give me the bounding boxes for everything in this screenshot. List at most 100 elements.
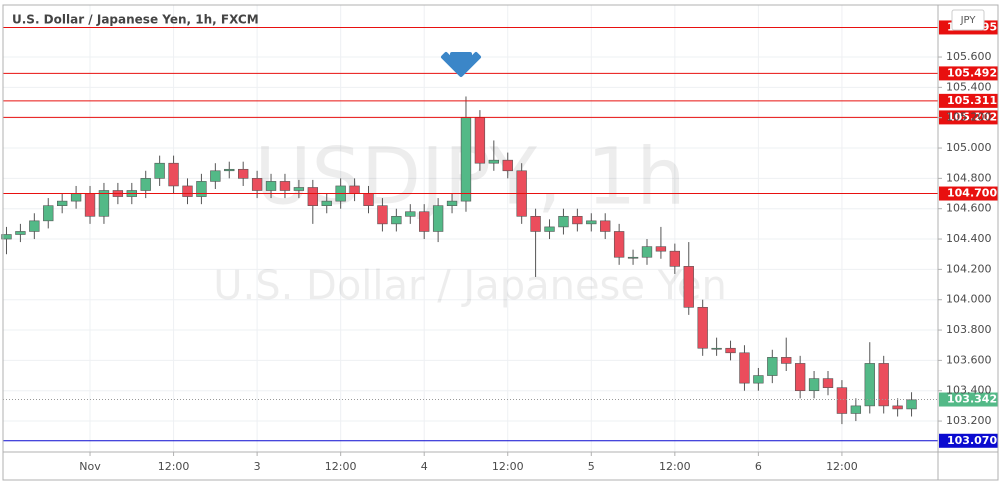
candle-body [502, 159, 513, 172]
candle-body [154, 162, 165, 179]
x-tick-label: 12:00 [492, 460, 524, 473]
level-label-box [939, 110, 998, 125]
y-tick-label: 104.200 [946, 262, 992, 275]
level-label-box [939, 93, 998, 108]
candle-body [321, 200, 332, 206]
y-tick-label: 104.000 [946, 293, 992, 306]
x-tick-label: 3 [254, 460, 261, 473]
level-label: 105.311 [947, 94, 997, 107]
candle-body [251, 178, 263, 191]
y-tick-label: 103.200 [946, 414, 992, 427]
x-tick-label: 6 [755, 460, 762, 473]
candle-body [808, 378, 820, 392]
candle-body [767, 357, 778, 376]
candle-body [168, 162, 179, 187]
candle-body [753, 375, 764, 384]
y-tick-label: 104.800 [946, 171, 992, 184]
candle-body [781, 357, 792, 364]
candle-body [377, 205, 388, 225]
level-label: 105.202 [947, 110, 997, 123]
last-price-label: 103.342 [947, 393, 997, 406]
candle-body [794, 363, 806, 392]
x-tick-label: 4 [421, 460, 428, 473]
chart-title: U.S. Dollar / Japanese Yen, 1h, FXCM [12, 13, 259, 27]
candle-body [669, 250, 681, 267]
candle-body [140, 178, 151, 191]
candle-body [460, 117, 472, 202]
candle-body [530, 215, 541, 232]
candle-body [725, 347, 736, 354]
candle-body [739, 352, 750, 384]
candle-body [906, 399, 917, 410]
candle-body [878, 363, 889, 407]
candle-body [43, 205, 54, 222]
level-label: 103.070 [947, 434, 997, 447]
candle-body [405, 211, 416, 217]
x-tick-label: 12:00 [158, 460, 190, 473]
candle-body [70, 193, 82, 202]
candle-body [544, 226, 555, 232]
candle-body [293, 187, 305, 191]
frame [2, 4, 999, 481]
candle-body [84, 193, 96, 217]
level-label: 105.492 [947, 66, 997, 79]
candle-body [363, 193, 374, 206]
level-label-box [939, 186, 998, 201]
candle-body [182, 185, 193, 197]
y-tick-label: 105.400 [946, 80, 992, 93]
candle-body [474, 117, 486, 164]
y-tick-label: 103.400 [946, 384, 992, 397]
watermark-subtitle: U.S. Dollar / Japanese Yen [213, 263, 727, 309]
candle-body [196, 181, 207, 197]
candle-body [641, 246, 653, 258]
candle-body [15, 231, 26, 235]
y-tick-label: 104.400 [946, 232, 992, 245]
candle-body [627, 256, 639, 259]
candle-body [572, 215, 583, 225]
candle-body [600, 220, 611, 232]
level-label-box [939, 433, 998, 448]
last-price-box [939, 392, 998, 407]
level-label-box [939, 66, 998, 81]
candle-body [29, 220, 40, 232]
candle-body [57, 200, 68, 206]
y-tick-label: 103.600 [946, 353, 992, 366]
candle-body [613, 231, 625, 258]
arrow-marker [441, 52, 481, 77]
candle-body [850, 405, 862, 414]
level-label: 104.700 [947, 187, 997, 200]
candle-body [210, 170, 221, 182]
y-tick-label: 104.600 [946, 202, 992, 215]
candle-body [892, 405, 903, 410]
candle-body [238, 168, 249, 179]
candle-body [279, 181, 291, 191]
candle-body [419, 211, 430, 232]
x-tick-label: 12:00 [826, 460, 858, 473]
candle-body [391, 215, 402, 225]
y-tick-label: 105.600 [946, 50, 992, 63]
candle-body [488, 159, 499, 164]
x-tick-label: 12:00 [325, 460, 357, 473]
y-tick-label: 105.000 [946, 141, 992, 154]
candle-body [349, 185, 360, 194]
x-tick-label: 12:00 [659, 460, 691, 473]
candle-body [697, 306, 708, 349]
candle-body [655, 246, 667, 252]
currency-button[interactable] [951, 9, 985, 31]
candle-body [711, 347, 722, 350]
candle-body [586, 220, 597, 225]
overlays: 105.795105.492105.311105.202104.700103.0… [3, 20, 998, 448]
candle-body [98, 190, 110, 217]
candle-body [822, 378, 834, 388]
candle-body [864, 363, 875, 407]
x-tick-label: Nov [79, 460, 101, 473]
candle-body [432, 205, 444, 232]
candle-body [265, 181, 277, 191]
currency-label[interactable]: JPY [960, 15, 977, 26]
candle-body [446, 200, 458, 206]
x-tick-label: 5 [588, 460, 595, 473]
candle-body [683, 266, 694, 308]
